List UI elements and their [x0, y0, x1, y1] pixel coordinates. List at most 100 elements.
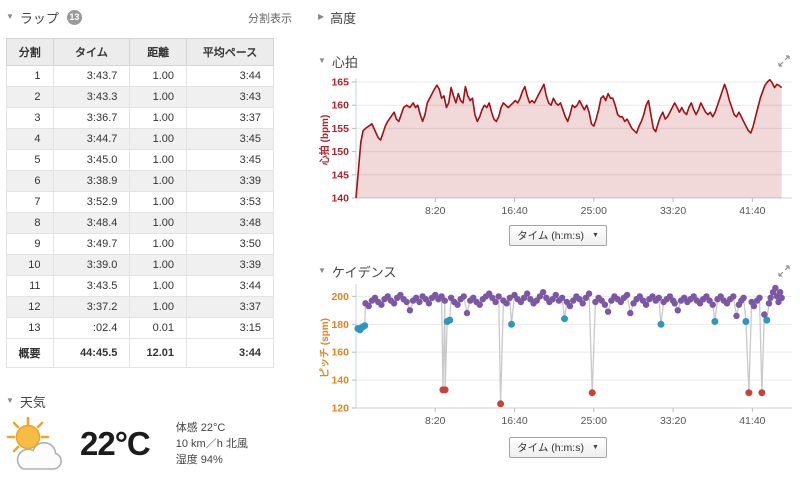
table-cell: 1.00 [129, 233, 187, 255]
heart-rate-section-header[interactable]: ▼ 心拍 [318, 52, 798, 70]
table-cell: 1.00 [129, 65, 187, 87]
table-cell: 3:37 [186, 107, 274, 129]
svg-text:145: 145 [331, 169, 349, 181]
svg-text:200: 200 [331, 291, 349, 303]
heart-rate-title: 心拍 [331, 54, 358, 70]
svg-text:180: 180 [331, 319, 349, 331]
table-cell: 3:44.7 [52, 128, 131, 150]
table-cell: 1.00 [129, 107, 187, 129]
svg-text:140: 140 [331, 375, 349, 387]
column-header: タイム [52, 38, 131, 66]
table-cell: 1.00 [129, 212, 187, 234]
weather-section-header[interactable]: ▼ 天気 [6, 392, 306, 410]
summary-cell: 12.01 [129, 338, 187, 368]
weather-title: 天気 [19, 394, 46, 410]
chevron-down-icon: ▼ [318, 56, 326, 65]
svg-text:150: 150 [331, 146, 349, 158]
table-cell: 1 [6, 65, 54, 87]
table-cell: 1.00 [129, 275, 187, 297]
x-axis-select[interactable]: タイム (h:m:s) ▼ [509, 225, 607, 246]
table-row: 6 3:38.9 1.00 3:39 [6, 170, 274, 192]
svg-text:155: 155 [331, 123, 349, 135]
table-row: 12 3:37.2 1.00 3:37 [6, 296, 274, 318]
split-view-link[interactable]: 分割表示 [248, 13, 292, 25]
table-cell: 3:39 [186, 170, 274, 192]
table-cell: 0.01 [129, 317, 187, 339]
table-cell: 3:43 [186, 86, 274, 108]
humidity: 湿度 94% [175, 454, 223, 466]
expand-chart-icon[interactable] [778, 55, 790, 67]
svg-text:33:20: 33:20 [660, 205, 686, 217]
svg-text:33:20: 33:20 [660, 415, 686, 427]
table-cell: 11 [6, 275, 54, 297]
partly-cloudy-icon [6, 416, 62, 470]
table-cell: :02.4 [52, 317, 131, 339]
table-row: 4 3:44.7 1.00 3:45 [6, 128, 274, 150]
table-cell: 7 [6, 191, 54, 213]
table-cell: 3:49.7 [52, 233, 131, 255]
table-cell: 3:45.0 [52, 149, 131, 171]
table-row: 5 3:45.0 1.00 3:45 [6, 149, 274, 171]
laps-table-header: 分割 タイム 距離 平均ペース [6, 38, 274, 66]
table-row: 1 3:43.7 1.00 3:44 [6, 65, 274, 87]
table-cell: 1.00 [129, 149, 187, 171]
table-cell: 12 [6, 296, 54, 318]
table-cell: 1.00 [129, 86, 187, 108]
table-cell: 1.00 [129, 191, 187, 213]
table-cell: 3:44 [186, 65, 274, 87]
svg-text:41:40: 41:40 [739, 205, 765, 217]
table-cell: 3:37.2 [52, 296, 131, 318]
svg-text:ピッチ (spm): ピッチ (spm) [319, 318, 331, 378]
table-cell: 3:38.9 [52, 170, 131, 192]
laps-table: 分割 タイム 距離 平均ペース 1 3:43.7 1.00 3:44 2 3:43.3 1.00 3… [6, 38, 274, 368]
table-row: 9 3:49.7 1.00 3:50 [6, 233, 274, 255]
table-row: 3 3:36.7 1.00 3:37 [6, 107, 274, 129]
laps-summary-row: 概要 44:45.5 12.01 3:44 [6, 338, 274, 368]
x-axis-select[interactable]: タイム (h:m:s) ▼ [509, 437, 607, 458]
svg-text:160: 160 [331, 347, 349, 359]
charts-panel: ▶ 高度 ▼ 心拍 140 145 150 155 160 165 8:20 16:40 25:… [306, 0, 800, 494]
chevron-down-icon: ▼ [591, 232, 599, 239]
table-cell: 5 [6, 149, 54, 171]
svg-text:25:00: 25:00 [581, 205, 607, 217]
x-axis-select-label: タイム (h:m:s) [517, 442, 584, 454]
table-cell: 4 [6, 128, 54, 150]
weather-section: ▼ 天気 22°C 体感 22°C 10 km／h 北 [6, 392, 306, 472]
heart-rate-chart[interactable]: 140 145 150 155 160 165 8:20 16:40 25:00 33:20 41:… [318, 70, 798, 220]
table-row: 10 3:39.0 1.00 3:39 [6, 254, 274, 276]
table-cell: 3 [6, 107, 54, 129]
table-cell: 13 [6, 317, 54, 339]
table-cell: 3:44 [186, 275, 274, 297]
table-cell: 3:48 [186, 212, 274, 234]
table-cell: 3:52.9 [52, 191, 131, 213]
table-cell: 1.00 [129, 254, 187, 276]
table-cell: 3:48.4 [52, 212, 131, 234]
table-cell: 3:39 [186, 254, 274, 276]
laps-title: ラップ [19, 10, 59, 26]
table-cell: 3:39.0 [52, 254, 131, 276]
column-header: 平均ペース [186, 38, 274, 66]
cadence-section-header[interactable]: ▼ ケイデンス [318, 262, 798, 280]
table-cell: 1.00 [129, 128, 187, 150]
laps-section-header[interactable]: ▼ ラップ 13 分割表示 [6, 8, 306, 26]
left-panel: ▼ ラップ 13 分割表示 分割 タイム 距離 平均ペース 1 3:43.7 1.00 3:… [0, 0, 306, 494]
table-cell: 1.00 [129, 296, 187, 318]
elevation-section-header[interactable]: ▶ 高度 [318, 8, 798, 26]
expand-chart-icon[interactable] [778, 265, 790, 277]
table-cell: 8 [6, 212, 54, 234]
svg-text:8:20: 8:20 [425, 415, 446, 427]
feels-like: 体感 22°C [175, 422, 226, 434]
weather-details: 体感 22°C 10 km／h 北風 湿度 94% [176, 420, 248, 468]
chevron-down-icon: ▼ [6, 12, 14, 21]
chevron-down-icon: ▼ [318, 266, 326, 275]
svg-text:16:40: 16:40 [501, 415, 527, 427]
cadence-title: ケイデンス [331, 264, 397, 280]
table-row: 11 3:43.5 1.00 3:44 [6, 275, 274, 297]
cadence-section: ▼ ケイデンス 120 140 160 180 200 8:20 16:40 25:00 33:… [318, 262, 798, 458]
cadence-chart[interactable]: 120 140 160 180 200 8:20 16:40 25:00 33:20 41:40 ピ… [318, 280, 798, 432]
table-row: 13:02.4 0.01 3:15 [6, 317, 274, 339]
svg-text:心拍 (bpm): 心拍 (bpm) [318, 115, 331, 166]
column-header: 分割 [6, 38, 54, 66]
svg-text:16:40: 16:40 [501, 205, 527, 217]
